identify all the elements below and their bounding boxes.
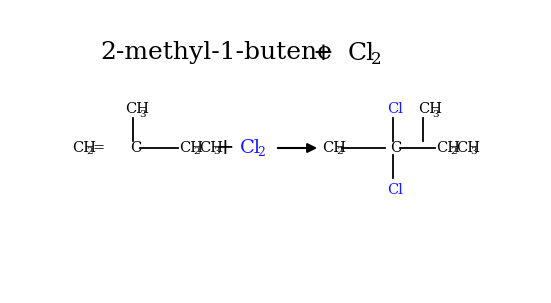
Text: CH: CH — [199, 141, 223, 155]
Text: Cl: Cl — [387, 102, 403, 116]
Text: 3: 3 — [432, 110, 439, 119]
Text: CH: CH — [72, 141, 96, 155]
Text: 3: 3 — [139, 110, 145, 119]
Text: 2: 2 — [257, 146, 265, 159]
Text: CH: CH — [125, 102, 149, 116]
Text: C: C — [390, 141, 401, 155]
Text: 3: 3 — [213, 148, 220, 157]
Text: 2-methyl-1-butene: 2-methyl-1-butene — [100, 42, 332, 65]
Text: CH: CH — [418, 102, 442, 116]
Text: C: C — [130, 141, 141, 155]
Text: 2: 2 — [371, 51, 382, 68]
Text: 3: 3 — [470, 148, 477, 157]
Text: CH: CH — [436, 141, 460, 155]
Text: CH: CH — [179, 141, 203, 155]
Text: 2: 2 — [336, 148, 343, 157]
Text: CH: CH — [322, 141, 346, 155]
Text: Cl: Cl — [240, 139, 261, 157]
Text: 2: 2 — [450, 148, 457, 157]
Text: +: + — [215, 137, 234, 159]
Text: Cl: Cl — [348, 42, 375, 65]
Text: CH: CH — [456, 141, 480, 155]
Text: =: = — [92, 141, 104, 155]
Text: 2: 2 — [86, 148, 93, 157]
Text: 2: 2 — [193, 148, 199, 157]
Text: +: + — [312, 42, 333, 65]
Text: Cl: Cl — [387, 183, 403, 197]
